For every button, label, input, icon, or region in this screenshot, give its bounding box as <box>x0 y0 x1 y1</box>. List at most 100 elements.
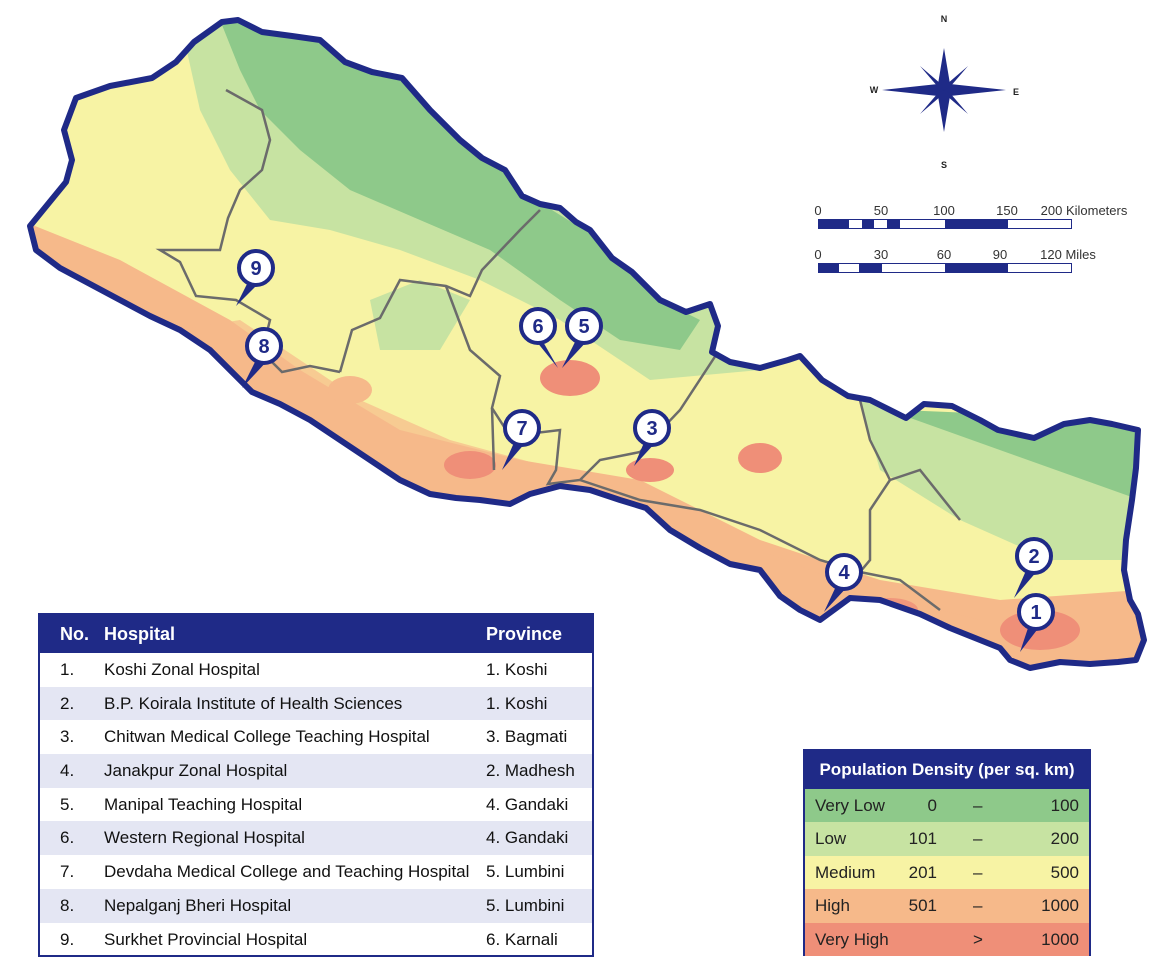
row-no: 5. <box>60 794 75 814</box>
hospital-marker-9[interactable]: 9 <box>236 249 275 306</box>
compass-rose-icon: N S W E <box>870 14 1019 170</box>
marker-circle <box>633 409 671 447</box>
hospital-markers: 1 2 3 4 5 6 7 8 9 <box>236 249 1055 652</box>
legend-sep: – <box>973 796 983 815</box>
row-province: 5. Lumbini <box>486 862 565 882</box>
marker-label: 9 <box>250 258 261 280</box>
hospital-marker-5[interactable]: 5 <box>562 307 603 368</box>
row-hospital: B.P. Koirala Institute of Health Science… <box>104 693 403 713</box>
table-row: 6. Western Regional Hospital 4. Gandaki <box>40 821 592 856</box>
hospital-marker-3[interactable]: 3 <box>633 409 671 466</box>
legend-label: High <box>815 896 850 916</box>
scale-mi-label: 90 <box>992 247 1008 262</box>
legend-row: Very High >1000 <box>805 922 1089 956</box>
legend-row: Medium 201 – 500 <box>805 855 1089 890</box>
scale-km-label: 0 <box>814 203 822 218</box>
marker-label: 2 <box>1028 546 1039 568</box>
legend-min: 101 <box>908 829 937 849</box>
legend-sep: – <box>973 829 983 849</box>
table-row: 8. Nepalganj Bheri Hospital 5. Lumbini <box>40 888 592 923</box>
legend-row: Very Low 0 – 100 <box>805 789 1089 823</box>
table-row: 1. Koshi Zonal Hospital 1. Koshi <box>40 653 592 687</box>
legend-title: Population Density (per sq. km) <box>805 751 1089 789</box>
hospital-marker-1[interactable]: 1 <box>1017 593 1055 652</box>
hospital-table: No. Hospital Province 1. Koshi Zonal Hosp… <box>38 613 594 957</box>
legend-sep: – <box>973 862 983 882</box>
row-province: 5. Lumbini <box>486 895 565 915</box>
marker-circle <box>519 307 557 345</box>
row-hospital: Nepalganj Bheri Hospital <box>104 895 292 915</box>
row-province: 4. Gandaki <box>486 794 569 814</box>
marker-label: 4 <box>838 562 850 584</box>
row-hospital: Devdaha Medical College and Teaching Hos… <box>104 862 470 882</box>
marker-label: 8 <box>258 336 269 358</box>
row-hospital: Surkhet Provincial Hospital <box>104 929 308 949</box>
scale-km: 0 50 100 150 200 Kilometers <box>814 203 1127 229</box>
table-header: No. Hospital Province <box>40 615 592 653</box>
row-no: 6. <box>60 828 75 848</box>
marker-circle <box>1015 537 1053 575</box>
legend-min: 201 <box>908 862 937 882</box>
table-row: 7. Devdaha Medical College and Teaching H… <box>40 855 592 889</box>
row-hospital: Western Regional Hospital <box>104 828 305 848</box>
header-province: Province <box>486 624 563 644</box>
row-no: 4. <box>60 761 75 781</box>
legend-label: Medium <box>815 862 876 882</box>
legend-row: Low 101 – 200 <box>805 822 1089 856</box>
scale-mi-bar <box>818 263 1072 273</box>
legend-max: 100 <box>1050 796 1079 815</box>
legend-max: 200 <box>1050 829 1079 849</box>
row-province: 1. Koshi <box>486 693 548 713</box>
scale-km-label: 150 <box>996 203 1018 218</box>
marker-circle <box>565 307 603 345</box>
row-no: 7. <box>60 862 75 882</box>
header-no: No. <box>60 624 89 644</box>
header-hospital: Hospital <box>104 624 176 644</box>
table-row: 5. Manipal Teaching Hospital 4. Gandaki <box>40 788 592 822</box>
table-row: 2. B.P. Koirala Institute of Health Scien… <box>40 686 592 721</box>
row-province: 3. Bagmati <box>486 727 568 747</box>
scale-km-labels: 0 50 100 150 200 Kilometers <box>814 203 1127 219</box>
row-province: 1. Koshi <box>486 660 548 679</box>
table-row: 4. Janakpur Zonal Hospital 2. Madhesh <box>40 754 592 788</box>
marker-label: 1 <box>1030 602 1041 624</box>
table-row: 3. Chitwan Medical College Teaching Hospi… <box>40 720 592 754</box>
row-hospital: Chitwan Medical College Teaching Hospita… <box>104 727 430 747</box>
scale-mi-label: 0 <box>814 247 822 262</box>
row-hospital: Manipal Teaching Hospital <box>104 794 303 814</box>
row-no: 9. <box>60 929 75 949</box>
legend-label: Very Low <box>815 796 885 815</box>
legend-max: 500 <box>1050 862 1079 882</box>
marker-label: 5 <box>578 316 589 338</box>
scale-km-bar <box>818 219 1072 229</box>
row-no: 3. <box>60 727 75 747</box>
legend-max: 1000 <box>1041 929 1079 949</box>
marker-circle <box>237 249 275 287</box>
marker-label: 3 <box>646 418 657 440</box>
legend-min: 0 <box>927 796 937 815</box>
row-province: 6. Karnali <box>486 929 558 949</box>
row-no: 8. <box>60 895 75 915</box>
compass-e: E <box>1013 87 1019 97</box>
legend-label: Low <box>815 829 847 849</box>
legend-row: High 501 – 1000 <box>805 889 1089 923</box>
row-no: 2. <box>60 693 75 713</box>
scale-mi: 0 30 60 90 120 Miles <box>814 247 1096 273</box>
hospital-marker-6[interactable]: 6 <box>519 307 558 368</box>
scale-km-label: 200 Kilometers <box>1040 203 1128 218</box>
hospital-marker-7[interactable]: 7 <box>502 409 541 470</box>
hospital-marker-4[interactable]: 4 <box>824 553 863 612</box>
row-hospital: Koshi Zonal Hospital <box>104 660 260 679</box>
hospital-marker-2[interactable]: 2 <box>1014 537 1053 598</box>
scale-mi-label: 120 Miles <box>1040 247 1096 262</box>
row-province: 4. Gandaki <box>486 828 569 848</box>
row-no: 1. <box>60 660 75 679</box>
scale-mi-label: 30 <box>873 247 889 262</box>
marker-label: 6 <box>532 316 543 338</box>
table-row: 9. Surkhet Provincial Hospital 6. Karnali <box>40 923 592 957</box>
hospital-marker-8[interactable]: 8 <box>242 327 283 388</box>
compass-w: W <box>870 85 879 95</box>
legend-max: 1000 <box>1041 896 1079 916</box>
scale-km-label: 50 <box>873 203 889 218</box>
